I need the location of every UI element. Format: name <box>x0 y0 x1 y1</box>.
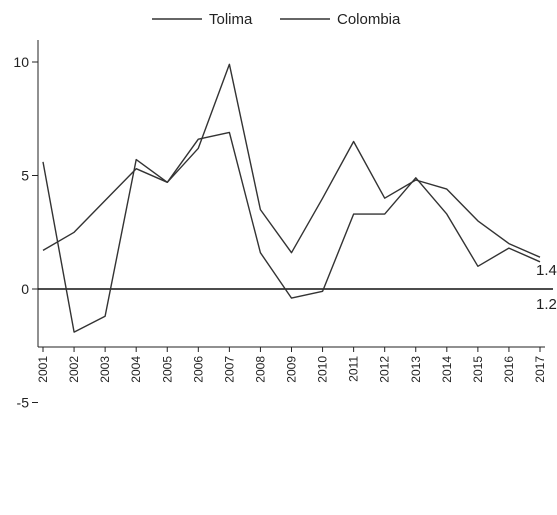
end-label-colombia: 1.4 <box>536 262 557 279</box>
y-tick-label: -5 <box>17 395 30 411</box>
legend-label-tolima: Tolima <box>209 11 253 28</box>
x-tick-label: 2016 <box>502 356 516 383</box>
x-tick-label: 2012 <box>378 356 392 383</box>
end-labels: 1.4 1.2 <box>536 262 557 313</box>
end-label-tolima: 1.2 <box>536 296 557 313</box>
legend-label-colombia: Colombia <box>337 11 401 28</box>
x-axis: 2001 2002 2003 2004 2005 2006 2007 2008 2009 2010… <box>36 346 547 383</box>
series-lines <box>42 63 541 333</box>
x-tick-label: 2017 <box>533 356 547 383</box>
x-tick-label: 2007 <box>222 356 236 383</box>
y-axis: -5 0 5 10 <box>13 40 39 411</box>
x-tick-label: 2001 <box>36 356 50 383</box>
series-line-tolima <box>42 131 541 333</box>
y-tick-label: 10 <box>13 54 29 70</box>
x-tick-label: 2015 <box>471 356 485 383</box>
x-tick-label: 2009 <box>285 356 299 383</box>
x-tick-label: 2014 <box>440 356 454 383</box>
x-tick-label: 2011 <box>347 356 361 382</box>
legend: Tolima Colombia <box>152 11 401 28</box>
x-tick-label: 2002 <box>67 356 81 383</box>
x-tick-label: 2008 <box>253 356 267 383</box>
x-tick-label: 2005 <box>160 356 174 383</box>
x-tick-label: 2013 <box>409 356 423 383</box>
y-tick-label: 0 <box>21 281 29 297</box>
series-line-colombia <box>42 63 541 258</box>
x-tick-label: 2003 <box>98 356 112 383</box>
x-tick-label: 2010 <box>316 356 330 383</box>
x-tick-label: 2004 <box>129 356 143 383</box>
y-tick-label: 5 <box>21 168 29 184</box>
x-tick-label: 2006 <box>191 356 205 383</box>
